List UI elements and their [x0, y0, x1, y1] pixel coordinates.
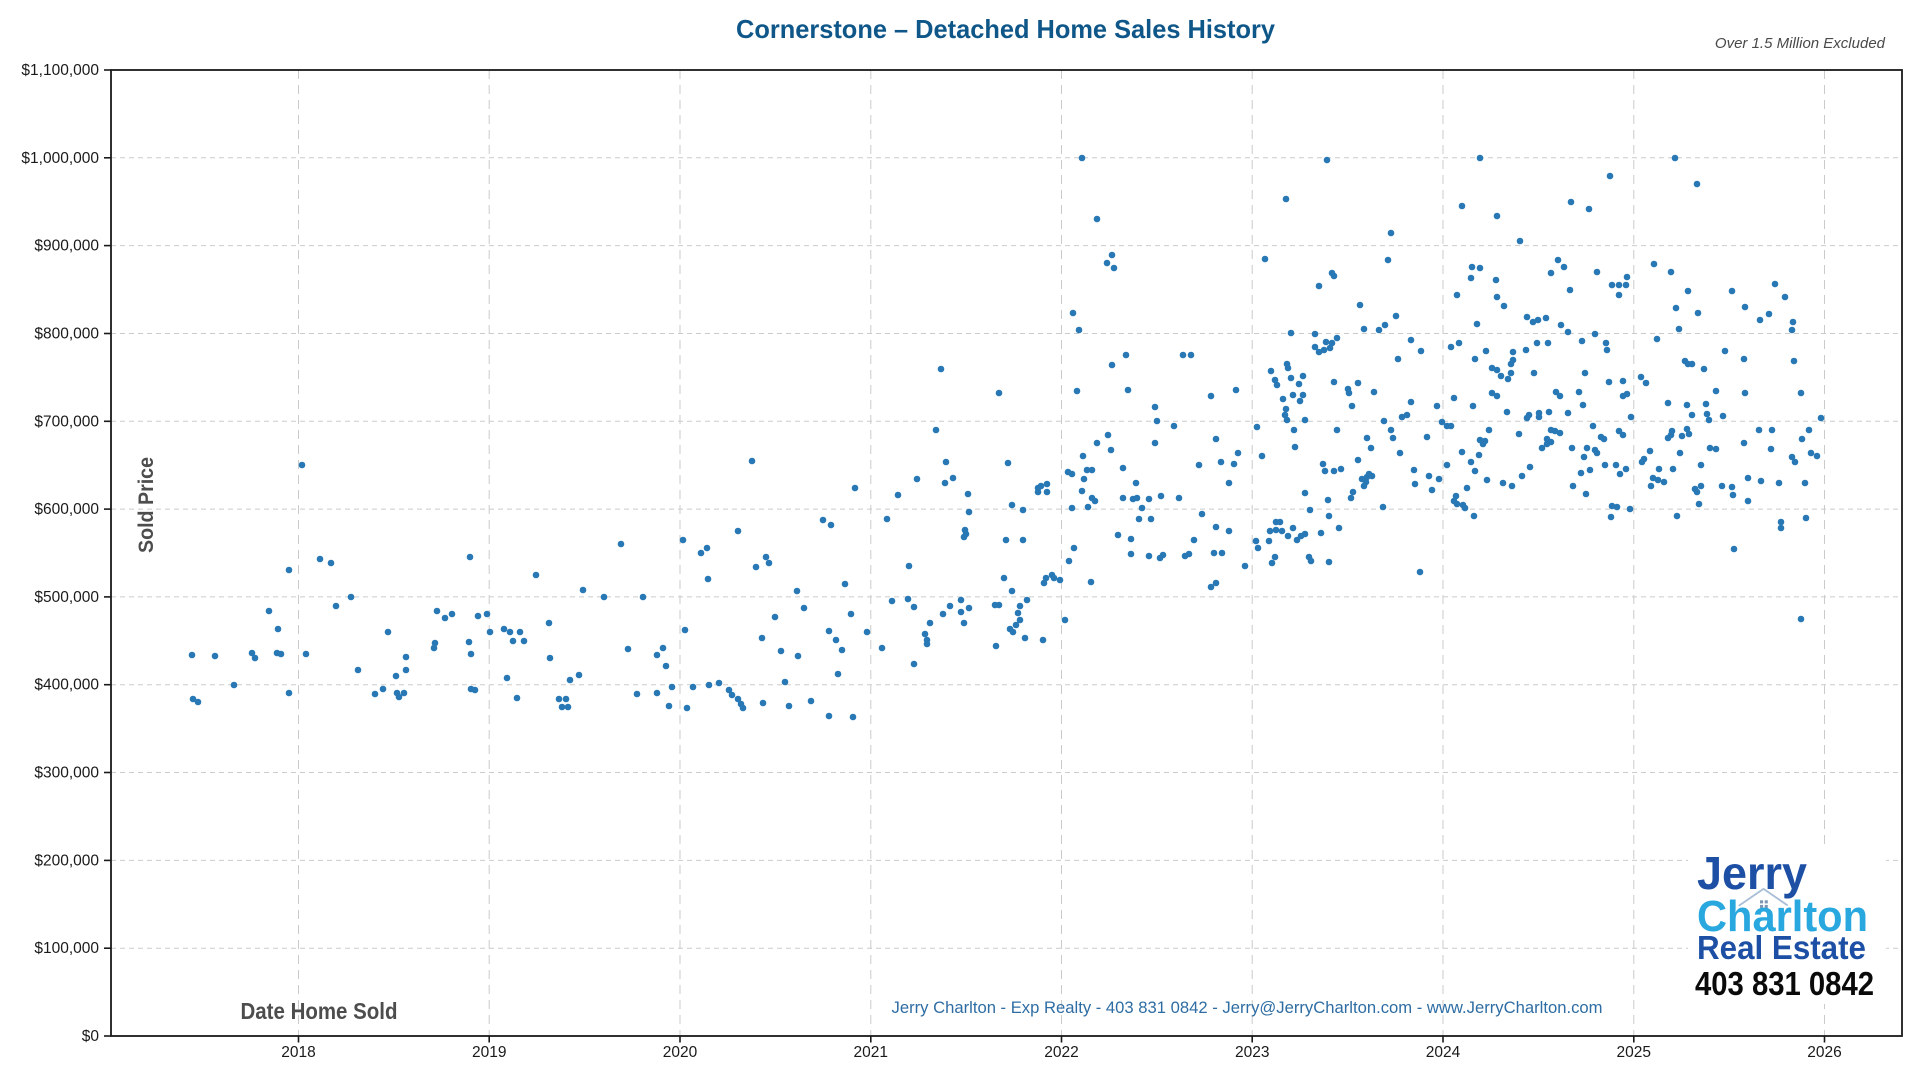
svg-text:Sold Price: Sold Price	[135, 457, 158, 553]
svg-text:2024: 2024	[1426, 1044, 1461, 1061]
svg-text:Cornerstone – Detached Home Sa: Cornerstone – Detached Home Sales Histor…	[736, 14, 1276, 44]
svg-text:$500,000: $500,000	[34, 589, 99, 606]
svg-text:$200,000: $200,000	[34, 852, 99, 869]
svg-text:2021: 2021	[854, 1044, 888, 1061]
svg-text:2022: 2022	[1044, 1044, 1078, 1061]
svg-text:2019: 2019	[472, 1044, 506, 1061]
svg-text:Real Estate: Real Estate	[1697, 929, 1866, 966]
svg-text:Charlton: Charlton	[1697, 892, 1868, 941]
svg-text:2026: 2026	[1807, 1044, 1841, 1061]
svg-text:Jerry: Jerry	[1697, 847, 1807, 899]
svg-text:2020: 2020	[663, 1044, 698, 1061]
svg-text:$600,000: $600,000	[34, 501, 99, 518]
svg-text:2023: 2023	[1235, 1044, 1269, 1061]
svg-text:403 831 0842: 403 831 0842	[1695, 965, 1874, 1002]
svg-text:$800,000: $800,000	[34, 326, 99, 343]
svg-text:Date Home Sold: Date Home Sold	[241, 998, 398, 1024]
svg-text:$0: $0	[82, 1028, 100, 1045]
svg-text:$300,000: $300,000	[34, 765, 99, 782]
svg-text:Over 1.5 Million Excluded: Over 1.5 Million Excluded	[1715, 35, 1886, 52]
svg-text:$1,000,000: $1,000,000	[21, 150, 99, 167]
svg-text:$700,000: $700,000	[34, 413, 99, 430]
svg-text:$900,000: $900,000	[34, 238, 99, 255]
svg-text:Jerry Charlton - Exp Realty -: Jerry Charlton - Exp Realty - 403 831 08…	[892, 998, 1603, 1017]
svg-text:$400,000: $400,000	[34, 677, 99, 694]
svg-text:2018: 2018	[281, 1044, 315, 1061]
svg-text:2025: 2025	[1617, 1044, 1651, 1061]
svg-text:$1,100,000: $1,100,000	[21, 62, 99, 79]
svg-text:$100,000: $100,000	[34, 940, 99, 957]
